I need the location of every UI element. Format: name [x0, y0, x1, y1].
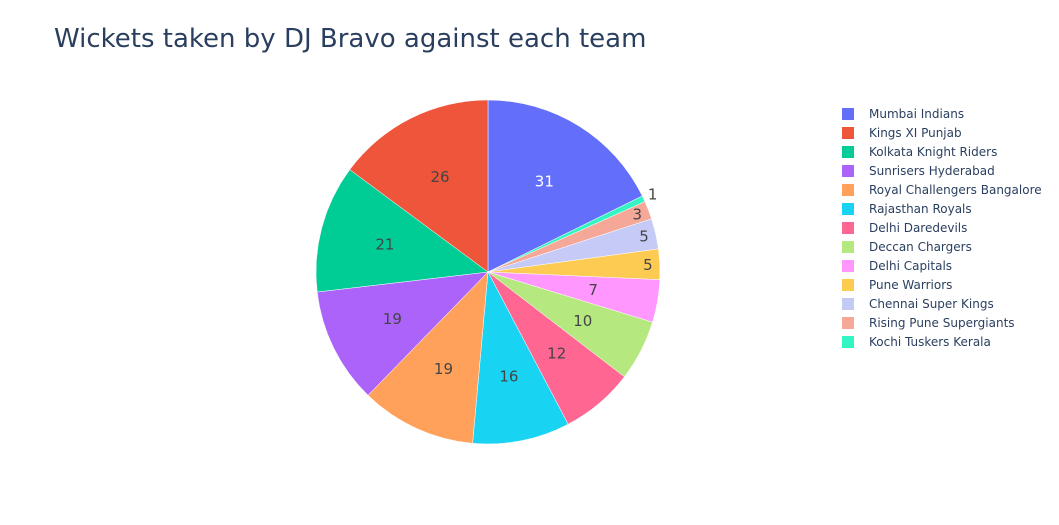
- legend-swatch: [842, 221, 854, 234]
- slice-label-deccan-chargers: 10: [573, 312, 592, 330]
- pie-slice-sunrisers-hyderabad[interactable]: [316, 271, 489, 396]
- legend-label: Kings XI Punjab: [869, 125, 962, 140]
- legend-swatch: [842, 297, 854, 310]
- legend-item-delhi-daredevils[interactable]: Delhi Daredevils: [842, 218, 1042, 237]
- legend-swatch: [842, 240, 854, 253]
- legend: Mumbai Indians Kings XI Punjab Kolkata Kni…: [842, 104, 1042, 351]
- legend-swatch: [842, 316, 854, 329]
- legend-item-kolkata-knight-riders[interactable]: Kolkata Knight Riders: [842, 142, 1042, 161]
- legend-item-royal-challengers-bangalore[interactable]: Royal Challengers Bangalore: [842, 180, 1042, 199]
- slice-label-kings-xi-punjab: 26: [430, 168, 449, 186]
- legend-label: Rajasthan Royals: [869, 201, 972, 216]
- legend-item-kings-xi-punjab[interactable]: Kings XI Punjab: [842, 123, 1042, 142]
- legend-label: Kolkata Knight Riders: [869, 144, 998, 159]
- pie-slice-kings-xi-punjab[interactable]: [349, 99, 489, 273]
- pie-slice-kolkata-knight-riders[interactable]: [315, 169, 489, 293]
- slice-label-mumbai-indians: 31: [535, 172, 554, 190]
- legend-label: Mumbai Indians: [869, 106, 965, 121]
- legend-label: Delhi Daredevils: [869, 220, 968, 235]
- slice-label-delhi-capitals: 7: [588, 281, 598, 299]
- pie-slice-mumbai-indians[interactable]: [487, 99, 643, 273]
- legend-label: Pune Warriors: [869, 277, 953, 292]
- slice-label-royal-challengers-bangalore: 19: [434, 360, 453, 378]
- legend-label: Rising Pune Supergiants: [869, 315, 1015, 330]
- legend-swatch: [842, 278, 854, 291]
- slice-label-kolkata-knight-riders: 21: [375, 236, 394, 254]
- legend-label: Delhi Capitals: [869, 258, 953, 273]
- slice-label-sunrisers-hyderabad: 19: [383, 310, 402, 328]
- legend-item-rising-pune-supergiants[interactable]: Rising Pune Supergiants: [842, 313, 1042, 332]
- legend-item-rajasthan-royals[interactable]: Rajasthan Royals: [842, 199, 1042, 218]
- legend-swatch: [842, 335, 854, 348]
- slice-label-rajasthan-royals: 16: [499, 368, 518, 386]
- legend-item-kochi-tuskers-kerala[interactable]: Kochi Tuskers Kerala: [842, 332, 1042, 351]
- slice-label-rising-pune-supergiants: 3: [633, 205, 643, 223]
- legend-label: Sunrisers Hyderabad: [869, 163, 995, 178]
- legend-label: Chennai Super Kings: [869, 296, 994, 311]
- legend-swatch: [842, 202, 854, 215]
- slice-label-delhi-daredevils: 12: [547, 345, 566, 363]
- legend-swatch: [842, 164, 854, 177]
- legend-item-mumbai-indians[interactable]: Mumbai Indians: [842, 104, 1042, 123]
- legend-swatch: [842, 259, 854, 272]
- legend-swatch: [842, 145, 854, 158]
- legend-swatch: [842, 126, 854, 139]
- legend-item-sunrisers-hyderabad[interactable]: Sunrisers Hyderabad: [842, 161, 1042, 180]
- slice-label-kochi-tuskers-kerala: 1: [648, 186, 658, 204]
- legend-item-pune-warriors[interactable]: Pune Warriors: [842, 275, 1042, 294]
- legend-label: Kochi Tuskers Kerala: [869, 334, 991, 349]
- slice-label-chennai-super-kings: 5: [639, 227, 649, 245]
- legend-item-deccan-chargers[interactable]: Deccan Chargers: [842, 237, 1042, 256]
- pie-slice-royal-challengers-bangalore[interactable]: [367, 271, 489, 444]
- legend-label: Royal Challengers Bangalore: [869, 182, 1042, 197]
- legend-swatch: [842, 183, 854, 196]
- pie-slice-rajasthan-royals[interactable]: [472, 271, 569, 445]
- legend-swatch: [842, 107, 854, 120]
- legend-item-chennai-super-kings[interactable]: Chennai Super Kings: [842, 294, 1042, 313]
- chart-title: Wickets taken by DJ Bravo against each t…: [54, 24, 647, 54]
- legend-item-delhi-capitals[interactable]: Delhi Capitals: [842, 256, 1042, 275]
- legend-label: Deccan Chargers: [869, 239, 972, 254]
- slice-label-pune-warriors: 5: [643, 256, 653, 274]
